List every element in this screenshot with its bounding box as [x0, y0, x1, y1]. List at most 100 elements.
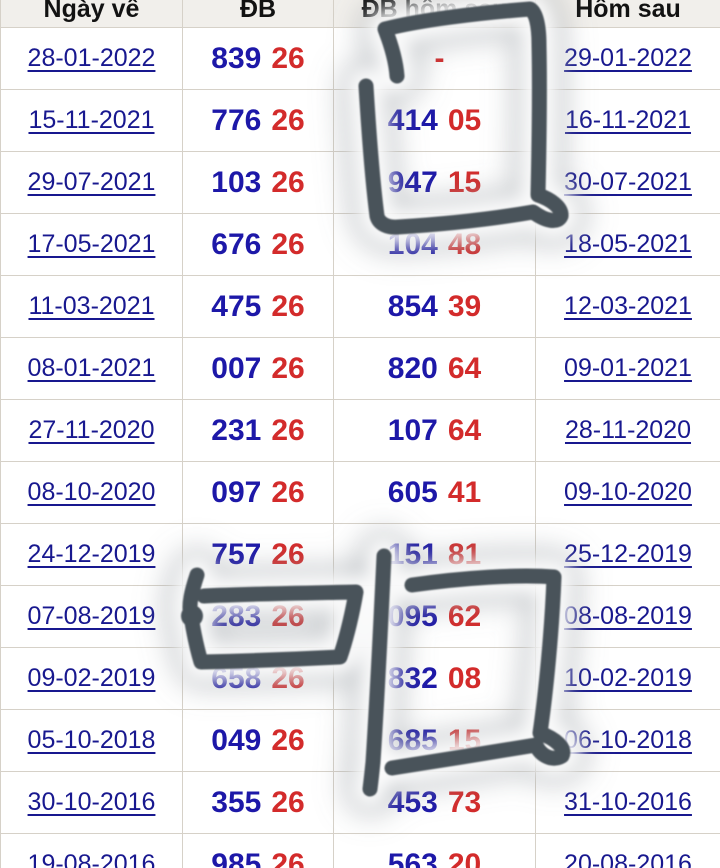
date-link-prev[interactable]: 29-07-2021 [27, 168, 156, 196]
db-tail-number: 26 [271, 351, 305, 385]
db-cell: 231 26 [182, 399, 334, 462]
date-link-prev[interactable]: 28-01-2022 [27, 44, 156, 72]
date-cell: 24-12-2019 [0, 523, 183, 586]
date-cell: 17-05-2021 [0, 213, 183, 276]
db-cell: 097 26 [182, 461, 334, 524]
db-next-cell: 453 73 [333, 771, 536, 834]
next-db-tail-number: 15 [447, 723, 482, 757]
db-tail-number: 26 [271, 41, 305, 75]
next-db-tail-number: 64 [447, 351, 482, 385]
date-link-prev[interactable]: 30-10-2016 [27, 788, 156, 816]
date-link-prev[interactable]: 08-01-2021 [27, 354, 156, 382]
date-link-prev[interactable]: 08-10-2020 [27, 478, 156, 506]
date-link-prev[interactable]: 27-11-2020 [28, 416, 155, 444]
db-tail-number: 26 [271, 785, 305, 819]
next-db-number: 453 [387, 785, 438, 819]
date-link-next[interactable]: 31-10-2016 [564, 788, 692, 816]
table-row: 17-05-2021 676 26 104 48 18-05-2021 [0, 213, 720, 276]
db-next-cell: - [333, 27, 536, 90]
db-next-cell: 414 05 [333, 89, 536, 152]
db-tail-number: 26 [271, 289, 305, 323]
date-cell: 09-10-2020 [535, 461, 720, 524]
db-cell: 676 26 [182, 213, 334, 276]
date-link-next[interactable]: 09-01-2021 [564, 354, 692, 382]
next-db-tail-number: - [434, 41, 445, 75]
next-db-number: 104 [387, 227, 438, 261]
date-cell: 25-12-2019 [535, 523, 720, 586]
date-cell: 29-07-2021 [0, 151, 183, 214]
table-row: 09-02-2019 658 26 832 08 10-02-2019 [0, 647, 720, 710]
date-link-next[interactable]: 25-12-2019 [564, 540, 692, 568]
column-header-db-hom-sau: ĐB hôm sau [333, 0, 536, 28]
date-link-next[interactable]: 30-07-2021 [564, 168, 692, 196]
db-tail-number: 26 [271, 847, 305, 868]
db-cell: 776 26 [182, 89, 334, 152]
column-header-ngay-ve: Ngày về [0, 0, 183, 28]
db-next-cell: 605 41 [333, 461, 536, 524]
date-cell: 08-08-2019 [535, 585, 720, 648]
db-tail-number: 26 [271, 413, 305, 447]
date-link-next[interactable]: 12-03-2021 [564, 292, 692, 320]
db-tail-number: 26 [271, 661, 305, 695]
db-tail-number: 26 [271, 599, 305, 633]
db-number: 776 [211, 103, 262, 137]
next-db-number: 854 [387, 289, 438, 323]
date-link-next[interactable]: 06-10-2018 [564, 726, 692, 754]
db-tail-number: 26 [271, 165, 305, 199]
db-next-cell: 107 64 [333, 399, 536, 462]
date-cell: 07-08-2019 [0, 585, 183, 648]
date-link-prev[interactable]: 15-11-2021 [28, 106, 155, 134]
next-db-number: 151 [387, 537, 438, 571]
date-link-next[interactable]: 29-01-2022 [564, 44, 692, 72]
date-link-prev[interactable]: 09-02-2019 [27, 664, 156, 692]
date-link-next[interactable]: 16-11-2021 [564, 106, 692, 134]
db-cell: 658 26 [182, 647, 334, 710]
db-number: 097 [211, 475, 262, 509]
date-link-prev[interactable]: 11-03-2021 [28, 292, 155, 320]
date-link-prev[interactable]: 05-10-2018 [27, 726, 156, 754]
table-row: 27-11-2020 231 26 107 64 28-11-2020 [0, 399, 720, 462]
next-db-tail-number: 20 [447, 847, 482, 868]
db-next-cell: 685 15 [333, 709, 536, 772]
date-cell: 12-03-2021 [535, 275, 720, 338]
db-tail-number: 26 [271, 723, 305, 757]
date-cell: 08-01-2021 [0, 337, 183, 400]
date-cell: 28-11-2020 [535, 399, 720, 462]
date-cell: 27-11-2020 [0, 399, 183, 462]
date-cell: 11-03-2021 [0, 275, 183, 338]
date-cell: 09-01-2021 [535, 337, 720, 400]
next-db-number: 947 [387, 165, 438, 199]
date-cell: 06-10-2018 [535, 709, 720, 772]
db-number: 103 [211, 165, 262, 199]
date-link-next[interactable]: 09-10-2020 [564, 478, 692, 506]
db-tail-number: 26 [271, 103, 305, 137]
next-db-number: 563 [387, 847, 438, 868]
date-link-prev[interactable]: 24-12-2019 [27, 540, 156, 568]
date-link-next[interactable]: 08-08-2019 [564, 602, 692, 630]
date-cell: 09-02-2019 [0, 647, 183, 710]
date-link-prev[interactable]: 17-05-2021 [27, 230, 156, 258]
db-number: 658 [211, 661, 262, 695]
db-number: 231 [211, 413, 262, 447]
date-cell: 29-01-2022 [535, 27, 720, 90]
date-cell: 05-10-2018 [0, 709, 183, 772]
db-number: 676 [211, 227, 262, 261]
column-header-hom-sau: Hôm sau [535, 0, 720, 28]
date-link-prev[interactable]: 07-08-2019 [27, 602, 156, 630]
date-link-next[interactable]: 28-11-2020 [564, 416, 692, 444]
column-header-db: ĐB [182, 0, 334, 28]
next-db-number: 820 [387, 351, 438, 385]
date-link-next[interactable]: 18-05-2021 [564, 230, 692, 258]
date-link-prev[interactable]: 19-08-2016 [27, 850, 156, 868]
db-next-cell: 947 15 [333, 151, 536, 214]
db-cell: 985 26 [182, 833, 334, 868]
next-db-number: 095 [387, 599, 438, 633]
next-db-tail-number: 08 [447, 661, 482, 695]
table-row: 29-07-2021 103 26 947 15 30-07-2021 [0, 151, 720, 214]
date-link-next[interactable]: 20-08-2016 [564, 850, 692, 868]
date-link-next[interactable]: 10-02-2019 [564, 664, 692, 692]
db-cell: 839 26 [182, 27, 334, 90]
db-cell: 103 26 [182, 151, 334, 214]
